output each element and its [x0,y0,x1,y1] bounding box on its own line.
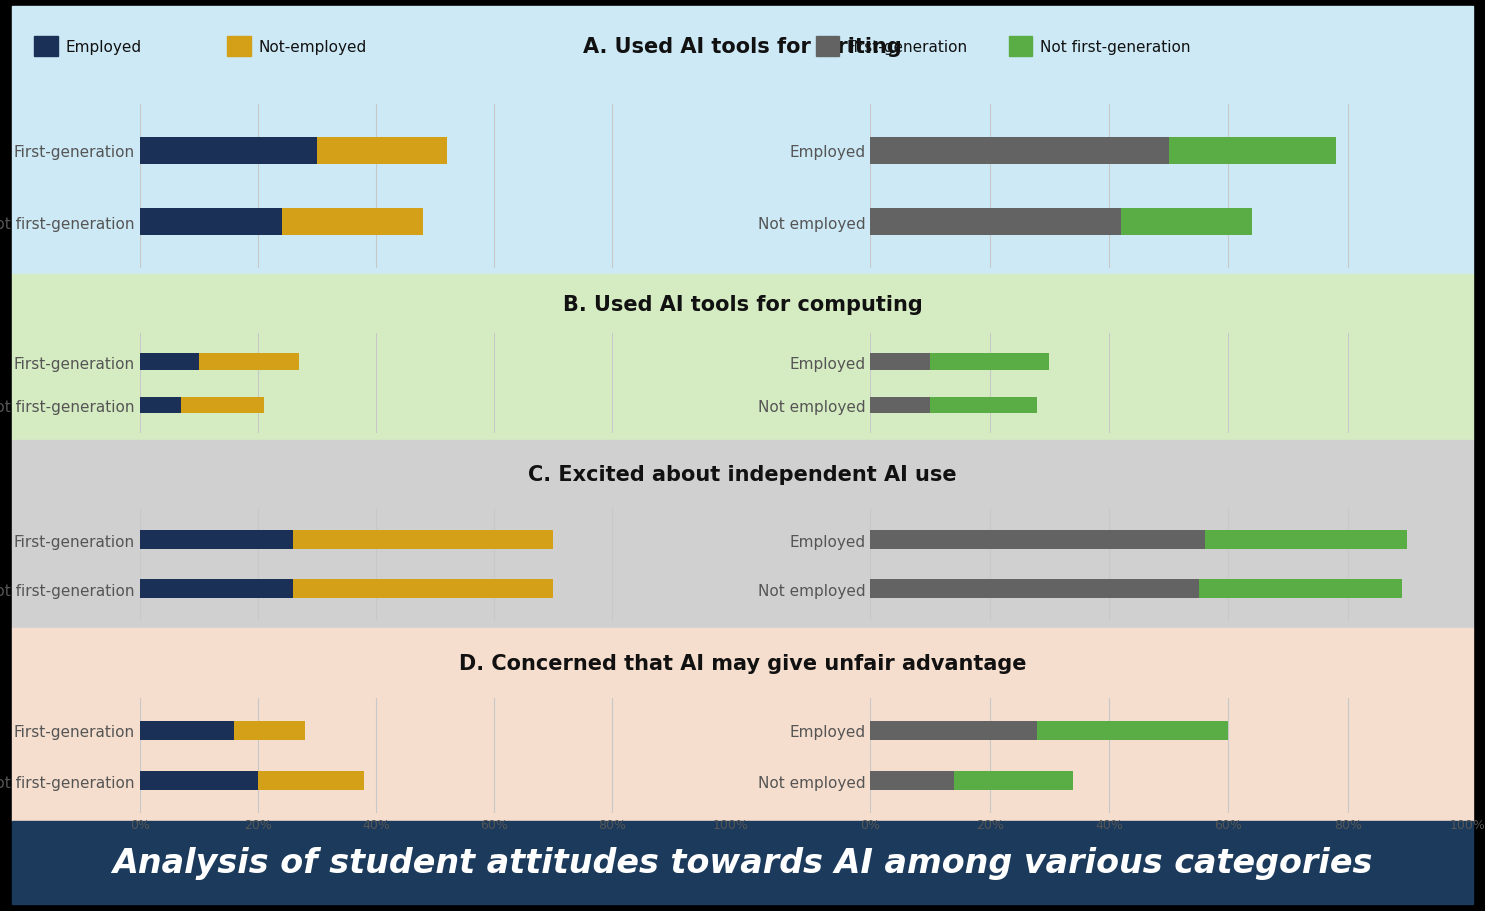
Text: Employed: Employed [65,40,141,55]
Bar [140,138,316,165]
Bar [294,530,554,549]
Bar [1198,579,1402,599]
Bar [953,772,1074,791]
Bar [140,397,181,414]
Text: First-generation: First-generation [846,40,968,55]
Text: A. Used AI tools for writing: A. Used AI tools for writing [584,37,901,57]
Bar [1204,530,1408,549]
Bar [316,138,447,165]
Bar [870,530,1204,549]
Bar [1038,721,1228,740]
Text: B. Used AI tools for computing: B. Used AI tools for computing [563,294,922,314]
Text: Not first-generation: Not first-generation [1040,40,1191,55]
Bar [870,772,953,791]
Bar [1121,209,1252,236]
Bar [140,579,294,599]
Bar [140,721,235,740]
Bar [870,397,930,414]
Bar [140,530,294,549]
Bar [235,721,306,740]
Bar [199,354,300,371]
Bar [1169,138,1336,165]
Bar [140,209,282,236]
Bar [870,138,1169,165]
Bar [181,397,264,414]
Bar [140,772,258,791]
Bar [870,354,930,371]
Bar [258,772,364,791]
Bar [930,354,1050,371]
Bar [294,579,554,599]
Bar [870,209,1121,236]
Text: D. Concerned that AI may give unfair advantage: D. Concerned that AI may give unfair adv… [459,653,1026,673]
Bar [930,397,1038,414]
Text: Analysis of student attitudes towards AI among various categories: Analysis of student attitudes towards AI… [113,846,1372,879]
Bar [140,354,199,371]
Text: Not-employed: Not-employed [258,40,367,55]
Text: C. Excited about independent AI use: C. Excited about independent AI use [529,465,956,484]
Bar [870,721,1038,740]
Bar [282,209,423,236]
Bar [870,579,1198,599]
